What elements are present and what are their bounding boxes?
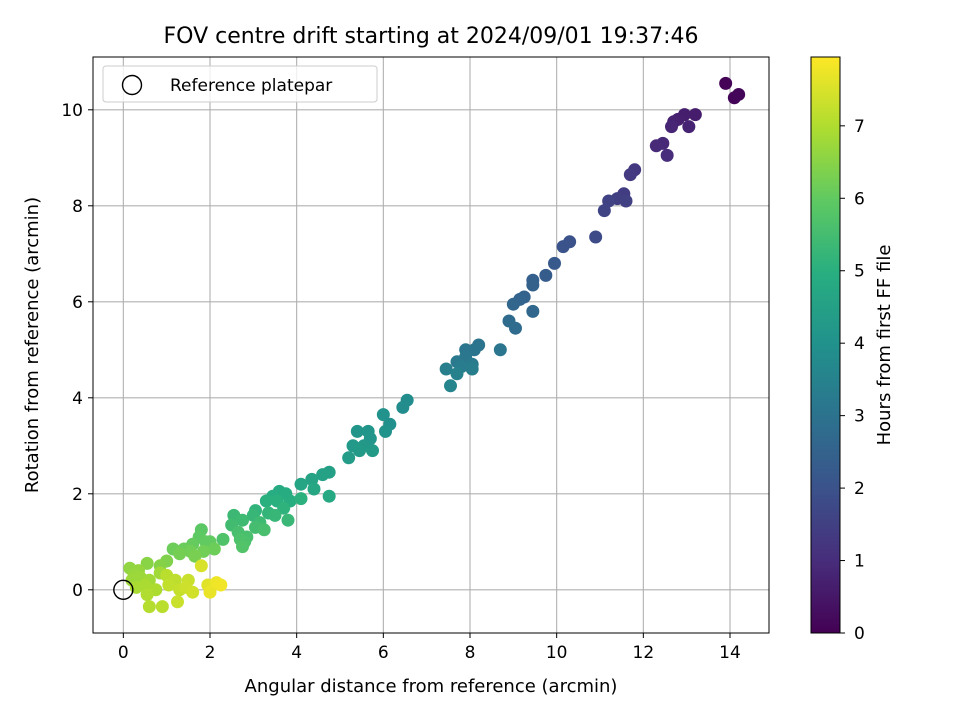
data-point [366, 444, 379, 458]
data-point [623, 168, 637, 182]
scatter-points [113, 76, 746, 614]
data-point [188, 549, 202, 563]
data-point [140, 588, 154, 602]
data-point [207, 542, 221, 556]
y-tick-label: 10 [61, 101, 83, 121]
x-tick-label: 2 [205, 643, 216, 663]
data-point [526, 278, 540, 292]
data-point [465, 362, 479, 376]
colorbar-tick-label: 5 [854, 262, 865, 282]
y-axis-label: Rotation from reference (arcmin) [22, 197, 43, 493]
colorbar-tick-label: 1 [854, 552, 865, 572]
data-point [257, 523, 271, 537]
colorbar-tick-label: 3 [854, 407, 865, 427]
x-tick-label: 4 [291, 643, 302, 663]
data-point [597, 204, 611, 218]
data-point [142, 600, 156, 614]
legend-box [102, 65, 378, 103]
data-point [268, 508, 282, 522]
legend: Reference platepar [102, 65, 378, 103]
chart-title: FOV centre drift starting at 2024/09/01 … [164, 24, 699, 49]
data-point [277, 501, 291, 515]
y-tick-label: 8 [72, 197, 83, 217]
data-point [203, 585, 217, 599]
data-point [379, 424, 392, 438]
colorbar-tick-label: 7 [854, 117, 865, 137]
x-tick-label: 14 [719, 643, 741, 663]
data-point [216, 532, 230, 546]
data-point [353, 444, 366, 458]
data-point [140, 556, 154, 570]
data-point [281, 513, 295, 527]
data-point [376, 408, 390, 422]
data-point [493, 343, 507, 357]
colorbar-label: Hours from first FF file [874, 245, 895, 446]
data-point [509, 321, 522, 335]
colorbar-tick-label: 2 [854, 479, 865, 499]
data-point [649, 139, 663, 153]
y-tick-label: 6 [72, 293, 83, 313]
data-point [548, 256, 561, 270]
data-point [350, 424, 364, 438]
data-point [322, 489, 336, 503]
y-axis-ticks: 0 2 4 6 8 10 [61, 101, 93, 601]
data-point [155, 600, 169, 614]
data-point [539, 268, 553, 282]
data-point [589, 230, 603, 244]
x-axis-label: Angular distance from reference (arcmin) [245, 676, 618, 697]
x-axis-ticks: 0 2 4 6 8 10 12 14 [118, 633, 741, 663]
data-point [342, 451, 356, 465]
data-point [619, 194, 633, 208]
legend-reference-marker [121, 74, 143, 96]
y-tick-label: 4 [72, 389, 83, 409]
colorbar-tick-label: 6 [854, 189, 865, 209]
data-point [526, 304, 540, 318]
x-tick-label: 12 [633, 643, 655, 663]
data-point [556, 240, 570, 254]
data-point [316, 468, 330, 482]
data-point [506, 297, 520, 311]
x-tick-label: 8 [465, 643, 476, 663]
data-point [162, 578, 176, 592]
data-point [307, 482, 321, 496]
x-tick-label: 0 [118, 643, 129, 663]
colorbar-tick-label: 4 [854, 334, 865, 354]
data-point [732, 87, 746, 101]
data-point [294, 477, 308, 491]
data-point [719, 76, 733, 90]
data-point [214, 578, 228, 592]
data-point [186, 585, 200, 599]
data-point [194, 559, 208, 573]
data-point [450, 367, 464, 381]
data-point [173, 547, 187, 561]
data-point [171, 595, 184, 609]
x-tick-label: 6 [378, 643, 389, 663]
colorbar-tick-label: 0 [854, 624, 865, 644]
y-tick-label: 0 [72, 581, 83, 601]
data-point [444, 379, 457, 393]
data-point [236, 540, 249, 554]
data-point [294, 492, 308, 506]
data-point [236, 513, 249, 527]
data-point [396, 400, 410, 414]
y-tick-label: 2 [72, 485, 83, 505]
data-point [439, 362, 453, 376]
reference-platepar-marker [113, 579, 134, 600]
legend-entry-label: Reference platepar [170, 76, 332, 96]
data-point [688, 108, 702, 122]
plot-frame [92, 56, 770, 634]
colorbar-ticks: 0 1 2 3 4 5 6 7 [840, 117, 865, 644]
data-point [682, 120, 696, 134]
data-point [259, 494, 273, 508]
data-point [665, 120, 678, 134]
data-point [660, 148, 674, 162]
x-tick-label: 10 [546, 643, 568, 663]
colorbar [810, 56, 841, 634]
